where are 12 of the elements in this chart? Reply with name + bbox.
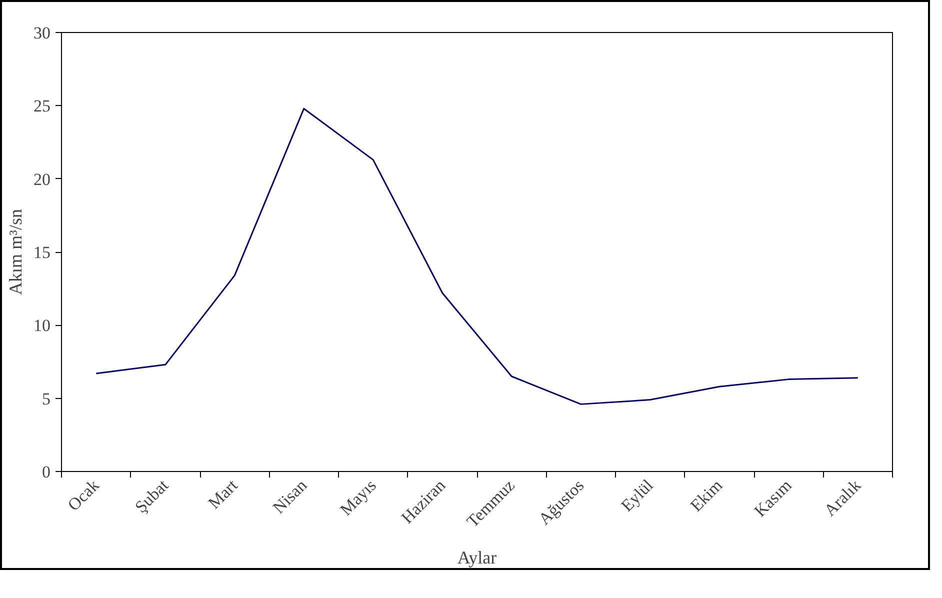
x-tick-label: Ocak xyxy=(64,475,104,515)
y-tick-label: 30 xyxy=(34,24,50,42)
y-tick-label: 20 xyxy=(34,170,50,189)
line-series xyxy=(95,108,859,405)
y-tick-label: 15 xyxy=(34,243,50,262)
y-tick-label: 5 xyxy=(42,389,50,408)
y-tick-label: 25 xyxy=(34,96,50,116)
y-tick-label: 10 xyxy=(34,316,50,336)
x-axis-title: Aylar xyxy=(457,548,497,568)
y-axis-title: Akım m³/sn xyxy=(6,209,26,295)
y-tick-label: 0 xyxy=(42,462,50,482)
x-tick-label: Mart xyxy=(204,476,242,513)
